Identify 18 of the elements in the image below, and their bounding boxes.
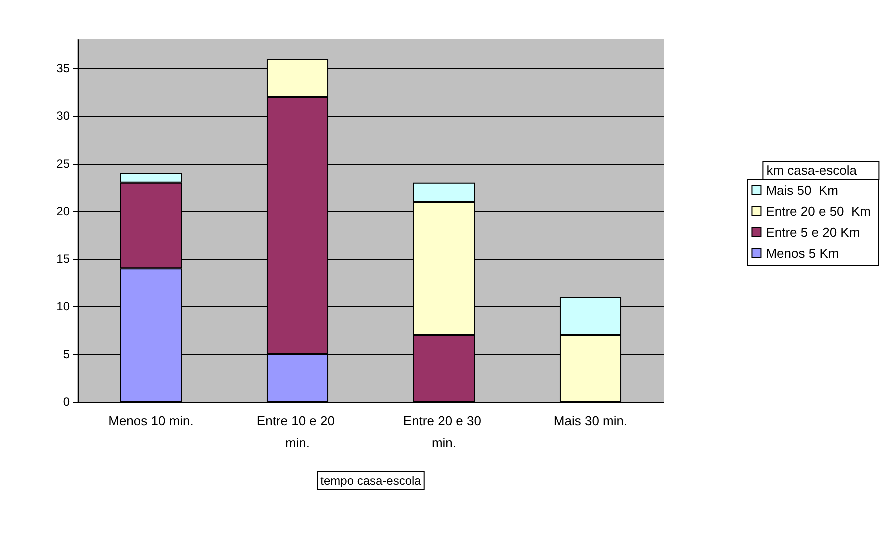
x-tick-label: Menos 10 min. (108, 414, 194, 428)
y-tick-label: 0 (63, 395, 70, 409)
x-tick-label: Entre 10 e 20 min. (256, 414, 339, 450)
legend-label: Menos 5 Km (766, 246, 840, 261)
y-tick-label: 20 (56, 204, 70, 218)
y-tick-label: 25 (56, 156, 70, 171)
y-tick-label: 30 (56, 109, 70, 124)
y-tick-label: 15 (56, 252, 70, 266)
y-tick-label: 10 (56, 300, 70, 314)
x-tick-label: Mais 30 min. (554, 414, 628, 428)
y-tick-label: 5 (63, 347, 70, 362)
legend-label: Entre 5 e 20 Km (766, 225, 860, 240)
x-tick-label: Entre 20 e 30 min. (403, 414, 486, 450)
legend-label: Mais 50 Km (766, 183, 838, 198)
legend-title: km casa-escola (766, 163, 858, 178)
y-tick-label: 35 (56, 62, 70, 76)
x-axis-title: tempo casa-escola (320, 474, 422, 488)
legend-label: Entre 20 e 50 Km (766, 204, 871, 219)
